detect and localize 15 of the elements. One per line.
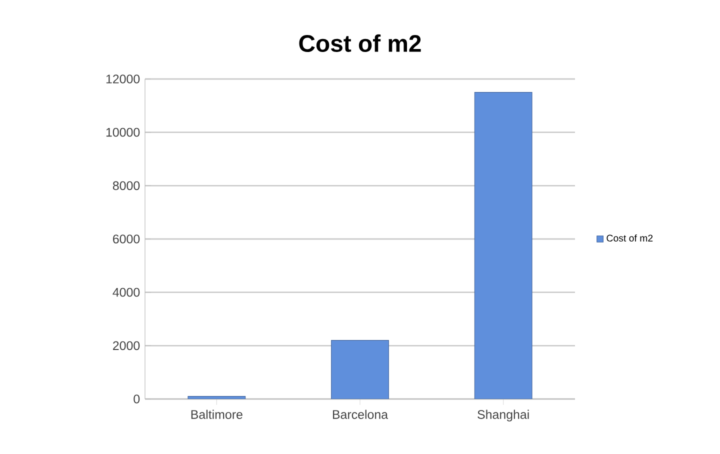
y-tick-label: 8000 xyxy=(112,181,140,190)
y-tick-label: 6000 xyxy=(113,234,140,244)
y-tick-label: 0 xyxy=(134,394,140,404)
chart-title: Cost of m2 xyxy=(299,34,421,52)
y-tick-label: 2000 xyxy=(113,341,140,350)
y-tick-label: 10000 xyxy=(106,128,140,137)
y-tick-label: 12000 xyxy=(106,74,140,84)
x-tick-label: Barcelona xyxy=(332,410,388,419)
y-tick-label: 4000 xyxy=(112,288,140,297)
bar xyxy=(474,92,532,399)
legend-label: Cost of m2 xyxy=(606,234,653,242)
x-tick-label: Shanghai xyxy=(478,410,529,422)
bar xyxy=(188,396,246,399)
bar xyxy=(331,340,389,399)
x-tick-label: Baltimore xyxy=(191,410,242,419)
